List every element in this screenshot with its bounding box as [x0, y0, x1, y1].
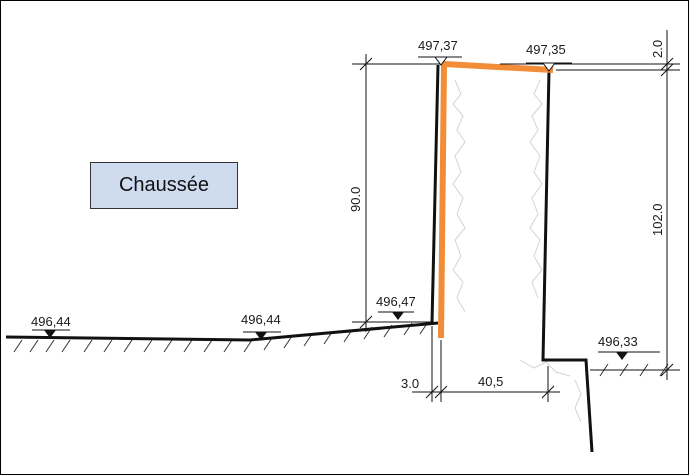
- dimension-bottom-width: 40,5: [478, 374, 503, 389]
- elevation-marker-lines: [32, 56, 660, 353]
- elevation-road-left: 496,44: [31, 314, 71, 329]
- dimension-right-height: 102.0: [650, 203, 665, 236]
- elevation-marker-right-ground: [616, 352, 628, 360]
- ground-hatching: [13, 321, 669, 377]
- elevation-marker-road-edge: [392, 312, 404, 320]
- elevation-markers: [44, 56, 628, 360]
- elevation-marker-road-mid: [255, 332, 267, 340]
- elevation-road-edge: 496,47: [376, 294, 416, 309]
- chaussee-label: Chaussée: [118, 174, 210, 196]
- masonry-texture: [452, 79, 582, 423]
- highlight-profile: [438, 61, 554, 339]
- dimension-lines: [352, 30, 680, 402]
- left-wall-outline: [430, 64, 440, 324]
- dimension-bottom-left: 3.0: [401, 376, 419, 391]
- elevation-marker-road-left: [44, 330, 56, 338]
- elevation-wall-top-right: 497,35: [526, 42, 566, 57]
- dimension-left-height: 90.0: [348, 187, 363, 212]
- elevation-road-mid: 496,44: [241, 312, 281, 327]
- elevation-wall-top-left: 497,37: [418, 38, 458, 53]
- elevation-right-ground: 496,33: [598, 334, 638, 349]
- chaussee-label-box: Chaussée: [90, 162, 238, 209]
- dimension-top-offset: 2.0: [650, 40, 665, 58]
- right-wall-outline: [541, 69, 594, 453]
- road-surface-line: [5, 321, 439, 342]
